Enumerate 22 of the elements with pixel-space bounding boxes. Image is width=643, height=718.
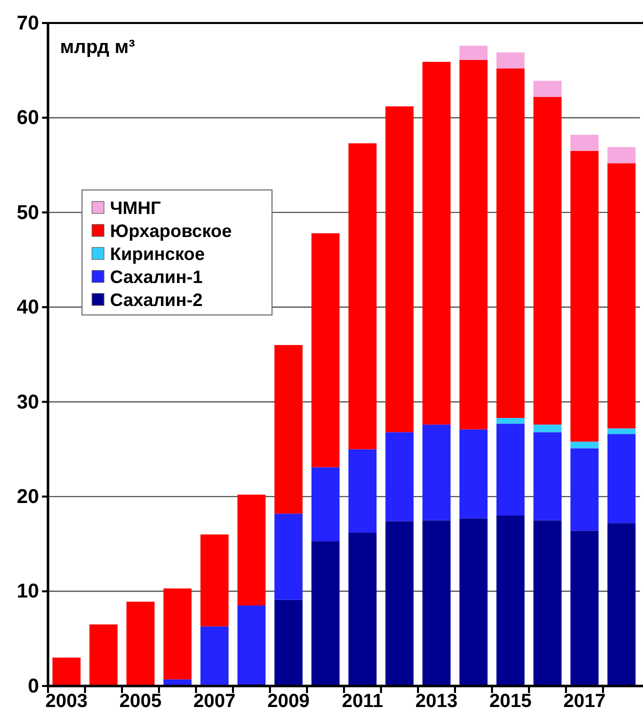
y-tick-label: 20	[16, 486, 39, 508]
y-tick-label: 50	[16, 202, 39, 224]
x-tick-label: 2015	[489, 691, 532, 712]
x-tick-label: 2013	[415, 691, 458, 712]
legend-label: ЧМНГ	[110, 198, 161, 218]
y-tick-label: 10	[16, 580, 39, 603]
y-tick-label: 30	[16, 391, 39, 414]
y-axis-title: млрд м³	[60, 37, 135, 58]
y-tick-label: 60	[16, 107, 39, 130]
y-tick-label: 40	[16, 296, 39, 319]
legend-label: Киринское	[110, 244, 205, 264]
x-tick-label: 2009	[267, 691, 310, 712]
x-tick-label: 2005	[119, 691, 162, 712]
y-tick-label: 70	[16, 12, 39, 34]
legend-label: Сахалин-2	[110, 290, 203, 310]
x-tick-label: 2007	[193, 691, 236, 712]
legend-label: Юрхаровское	[110, 220, 232, 241]
legend-label: Сахалин-1	[110, 266, 203, 287]
x-tick-label: 2003	[45, 691, 88, 712]
x-tick-label: 2017	[563, 691, 606, 712]
y-tick-label: 0	[28, 675, 39, 698]
x-tick-label: 2011	[342, 691, 384, 712]
